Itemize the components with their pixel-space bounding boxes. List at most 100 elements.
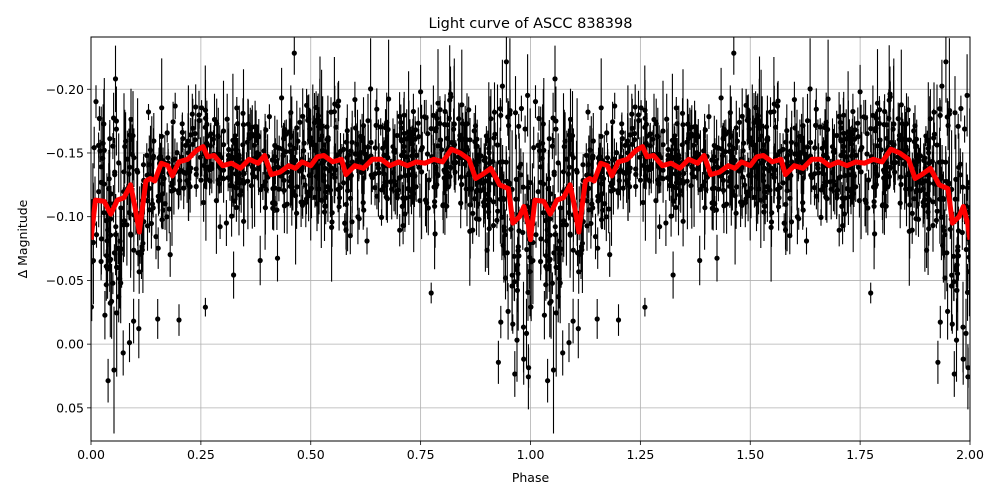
data-point bbox=[96, 189, 102, 195]
data-point bbox=[354, 157, 361, 163]
data-point bbox=[271, 153, 277, 160]
data-point bbox=[620, 185, 626, 191]
data-point bbox=[951, 279, 957, 285]
data-point bbox=[522, 126, 528, 132]
data-point bbox=[598, 105, 604, 111]
data-point bbox=[622, 142, 628, 148]
data-point bbox=[538, 236, 544, 242]
data-point bbox=[241, 170, 247, 177]
data-point bbox=[738, 199, 744, 205]
data-point bbox=[179, 121, 185, 127]
data-point bbox=[310, 139, 316, 145]
data-point bbox=[753, 173, 759, 179]
data-point bbox=[204, 121, 210, 127]
data-point bbox=[541, 312, 548, 318]
data-point bbox=[245, 121, 251, 127]
data-point bbox=[120, 350, 126, 356]
data-point bbox=[197, 154, 203, 160]
data-point bbox=[323, 203, 329, 209]
data-point bbox=[535, 189, 541, 195]
data-point bbox=[207, 178, 213, 184]
data-point bbox=[251, 142, 257, 148]
data-point bbox=[331, 171, 337, 178]
data-point bbox=[891, 121, 897, 127]
data-point bbox=[401, 149, 407, 155]
data-point bbox=[504, 250, 510, 256]
data-point bbox=[472, 139, 478, 145]
data-point bbox=[678, 188, 684, 194]
data-point bbox=[241, 218, 247, 224]
data-point bbox=[937, 319, 943, 325]
data-point bbox=[107, 300, 113, 306]
data-point bbox=[848, 172, 855, 178]
data-point bbox=[676, 171, 682, 177]
data-point bbox=[544, 238, 550, 244]
data-point bbox=[490, 222, 497, 229]
data-point bbox=[536, 115, 542, 122]
data-point bbox=[547, 216, 553, 222]
data-point bbox=[853, 152, 859, 158]
data-point bbox=[435, 173, 441, 179]
data-point bbox=[838, 125, 844, 131]
data-point bbox=[555, 160, 561, 166]
data-point bbox=[881, 167, 887, 173]
data-point bbox=[116, 294, 122, 300]
data-point bbox=[287, 142, 293, 148]
data-point bbox=[297, 119, 303, 125]
data-point bbox=[553, 126, 559, 132]
data-point bbox=[898, 181, 904, 188]
data-point bbox=[140, 240, 146, 246]
data-point bbox=[119, 246, 125, 252]
data-point bbox=[607, 252, 613, 258]
data-point bbox=[741, 140, 747, 146]
data-point bbox=[231, 198, 237, 204]
data-point bbox=[850, 148, 856, 154]
data-point bbox=[702, 205, 708, 211]
data-point bbox=[901, 161, 908, 167]
data-point bbox=[375, 162, 381, 168]
data-point bbox=[490, 199, 497, 205]
data-point bbox=[286, 129, 292, 135]
data-point bbox=[175, 188, 181, 194]
data-point bbox=[98, 258, 104, 265]
data-point bbox=[193, 166, 199, 172]
data-point bbox=[308, 135, 314, 141]
data-point bbox=[276, 186, 282, 192]
data-point bbox=[760, 142, 767, 148]
data-point bbox=[497, 106, 503, 112]
data-point bbox=[495, 359, 501, 365]
data-point bbox=[782, 227, 789, 233]
data-point bbox=[753, 201, 760, 207]
data-point bbox=[474, 187, 480, 193]
data-point bbox=[104, 253, 110, 259]
data-point bbox=[233, 204, 239, 211]
data-point bbox=[487, 180, 493, 186]
data-point bbox=[192, 131, 198, 137]
data-point bbox=[841, 130, 847, 136]
data-point bbox=[472, 159, 478, 165]
data-point bbox=[151, 138, 157, 144]
data-point bbox=[958, 105, 964, 112]
data-point bbox=[602, 201, 608, 207]
data-point bbox=[165, 155, 171, 161]
data-point bbox=[360, 123, 367, 129]
data-point bbox=[807, 86, 813, 92]
data-point bbox=[509, 283, 515, 289]
data-point bbox=[747, 135, 753, 141]
data-point bbox=[321, 209, 328, 215]
data-point bbox=[553, 118, 559, 124]
data-point bbox=[402, 211, 408, 217]
data-point bbox=[103, 218, 109, 224]
data-point bbox=[177, 178, 183, 184]
data-point bbox=[881, 121, 887, 128]
data-point bbox=[955, 253, 962, 259]
data-point bbox=[404, 154, 410, 160]
data-point bbox=[800, 207, 806, 213]
data-point bbox=[695, 151, 702, 157]
data-point bbox=[349, 159, 355, 165]
data-point bbox=[556, 276, 562, 282]
data-point bbox=[474, 143, 480, 149]
data-point bbox=[691, 142, 697, 148]
data-point bbox=[209, 161, 215, 167]
data-point bbox=[911, 139, 917, 145]
